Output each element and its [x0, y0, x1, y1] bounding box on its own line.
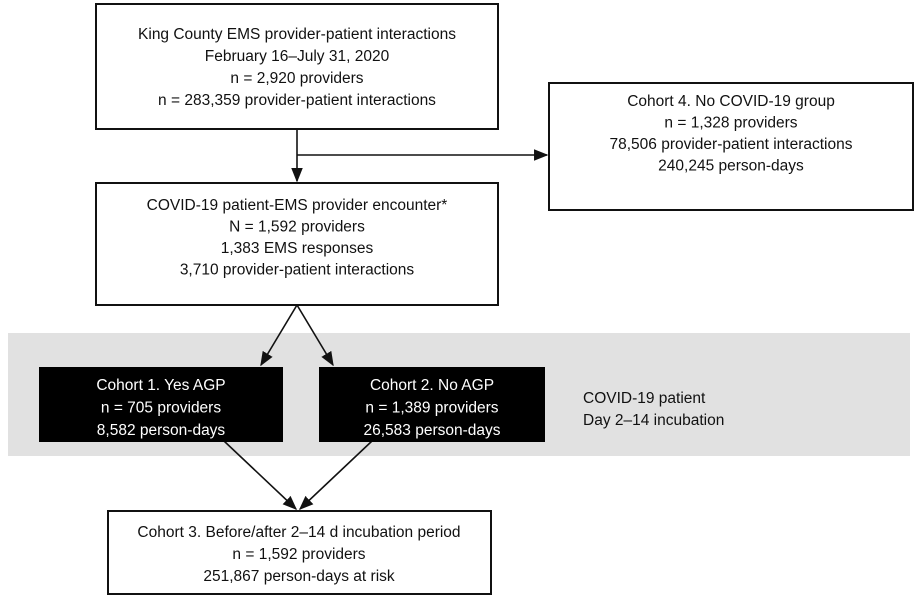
- box-text: 240,245 person-days: [658, 158, 804, 175]
- box-text: King County EMS provider-patient interac…: [138, 26, 456, 43]
- box-text: 1,383 EMS responses: [221, 240, 374, 257]
- box-text: Cohort 3. Before/after 2–14 d incubation…: [137, 524, 460, 541]
- box-text: 78,506 provider-patient interactions: [610, 136, 853, 153]
- cohort3-box: [107, 510, 492, 595]
- box-text: n = 2,920 providers: [230, 70, 363, 87]
- box-text: 8,582 person-days: [97, 422, 226, 439]
- band-label: Day 2–14 incubation: [583, 412, 724, 429]
- arrow: [260, 304, 298, 367]
- box-text: 3,710 provider-patient interactions: [180, 262, 415, 279]
- box-text: February 16–July 31, 2020: [205, 48, 390, 65]
- cohort2-box: [319, 367, 545, 442]
- arrow: [296, 304, 334, 367]
- cohort1-box: [39, 367, 283, 442]
- source-box: [95, 3, 499, 130]
- box-text: Cohort 4. No COVID-19 group: [627, 93, 835, 110]
- cohort4-box: [548, 82, 914, 211]
- box-text: n = 1,328 providers: [664, 115, 797, 132]
- box-text: 26,583 person-days: [363, 422, 500, 439]
- arrow: [223, 440, 298, 510]
- band-label: COVID-19 patient: [583, 390, 706, 407]
- encounter-box: [95, 182, 499, 306]
- box-text: Cohort 1. Yes AGP: [96, 377, 225, 394]
- box-text: n = 283,359 provider-patient interaction…: [158, 92, 436, 109]
- box-text: COVID-19 patient-EMS provider encounter*: [147, 197, 448, 214]
- box-text: n = 1,389 providers: [365, 400, 498, 417]
- arrow: [298, 440, 373, 510]
- labels: King County EMS provider-patient interac…: [96, 26, 852, 585]
- box-text: Cohort 2. No AGP: [370, 377, 494, 394]
- box-text: n = 1,592 providers: [232, 546, 365, 563]
- box-text: N = 1,592 providers: [229, 219, 365, 236]
- box-text: n = 705 providers: [101, 400, 221, 417]
- box-text: 251,867 person-days at risk: [203, 568, 395, 585]
